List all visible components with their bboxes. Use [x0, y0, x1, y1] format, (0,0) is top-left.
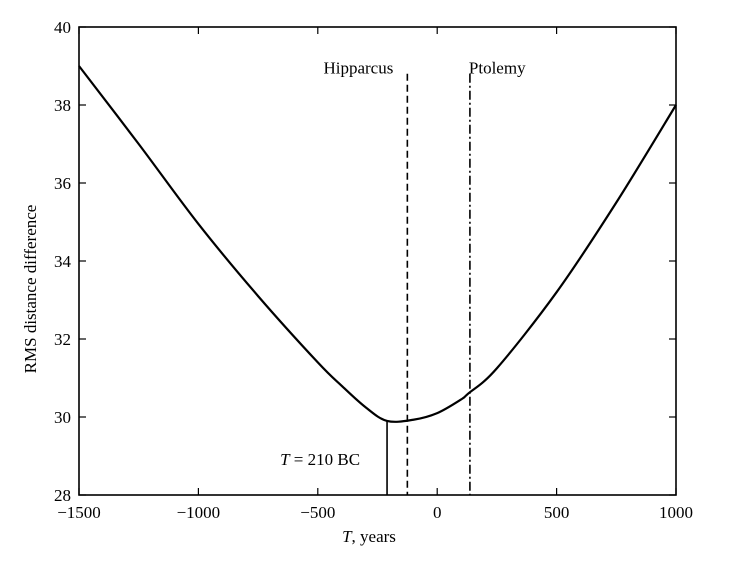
y-tick-label: 32 [54, 330, 71, 349]
x-tick-label: −500 [300, 503, 335, 522]
minimum-label-variable: T [280, 450, 291, 469]
y-axis-label: RMS distance difference [21, 205, 40, 374]
x-tick-label: 500 [544, 503, 570, 522]
axis-layer: −1500 −1000 −500 0 500 1000 28 30 32 34 36 38 40 [54, 18, 693, 522]
y-tick-label: 38 [54, 96, 71, 115]
x-axis-label-unit: , years [352, 527, 396, 546]
y-tick-label: 34 [54, 252, 72, 271]
x-axis-label-variable: T [342, 527, 353, 546]
x-tick-label: 0 [433, 503, 442, 522]
x-tick-label: −1000 [177, 503, 221, 522]
y-tick-label: 36 [54, 174, 71, 193]
reference-label-hipparcus: Hipparcus [323, 58, 393, 77]
reference-label-ptolemy: Ptolemy [469, 58, 526, 77]
minimum-label-value: = 210 BC [290, 450, 361, 469]
series-line-0 [78, 65, 677, 423]
minimum-label: T = 210 BC [280, 450, 360, 469]
x-tick-label: −1500 [57, 503, 101, 522]
x-axis-label: T, years [342, 527, 396, 546]
y-tick-label: 40 [54, 18, 71, 37]
y-tick-label: 28 [54, 486, 71, 505]
plot-frame [78, 26, 677, 496]
plot-layer: T = 210 BC Hipparcus Ptolemy [78, 58, 677, 495]
x-tick-label: 1000 [659, 503, 693, 522]
y-tick-label: 30 [54, 408, 71, 427]
